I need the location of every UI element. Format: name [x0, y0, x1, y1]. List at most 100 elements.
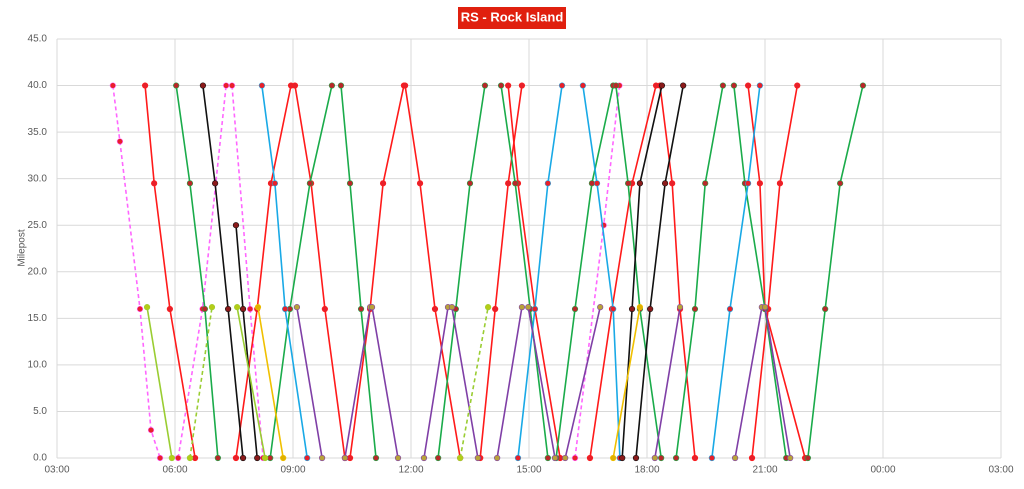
train-marker	[730, 82, 738, 89]
x-tick-label: 03:00	[988, 465, 1013, 476]
train-line	[582, 85, 621, 459]
train-marker	[291, 82, 299, 89]
train-line	[555, 85, 614, 459]
train-marker	[761, 304, 769, 311]
train-marker	[147, 426, 155, 434]
train-marker	[531, 305, 539, 313]
y-tick-label: 25.0	[28, 220, 48, 231]
train-line	[675, 85, 724, 459]
train-marker	[143, 304, 151, 311]
train-marker	[394, 454, 402, 462]
train-marker	[558, 82, 566, 89]
train-marker	[175, 454, 182, 462]
train-marker	[691, 454, 699, 462]
train-marker	[225, 305, 232, 313]
train-line	[733, 85, 787, 459]
train-marker	[859, 82, 867, 89]
train-marker	[518, 82, 526, 89]
train-line	[659, 85, 696, 459]
train-line	[144, 85, 196, 459]
y-tick-label: 30.0	[28, 173, 48, 184]
train-marker	[610, 305, 617, 313]
train-marker	[505, 180, 512, 187]
train-marker	[212, 180, 219, 187]
train-marker	[239, 454, 247, 462]
train-line	[269, 85, 333, 459]
train-line	[615, 85, 662, 459]
y-tick-label: 5.0	[33, 406, 47, 417]
train-marker	[337, 82, 345, 89]
train-marker	[379, 180, 387, 187]
train-marker	[191, 454, 199, 462]
train-marker	[484, 304, 492, 311]
train-line	[202, 85, 244, 459]
train-marker	[822, 305, 829, 313]
train-marker	[610, 454, 617, 462]
train-marker	[518, 304, 526, 311]
train-marker	[776, 180, 784, 187]
train-marker	[420, 454, 428, 462]
x-tick-label: 03:00	[44, 465, 69, 476]
train-marker	[258, 82, 266, 89]
train-marker	[416, 180, 424, 187]
train-marker	[636, 180, 644, 187]
y-axis-label: Milepost	[17, 229, 28, 266]
train-marker	[632, 454, 640, 462]
train-marker	[346, 180, 354, 187]
train-marker	[234, 304, 241, 311]
train-marker	[232, 222, 240, 229]
train-marker	[402, 82, 409, 89]
train-line	[189, 307, 213, 459]
train-marker	[346, 454, 354, 462]
train-marker	[658, 454, 665, 462]
train-line	[479, 85, 523, 459]
train-marker	[474, 454, 481, 462]
train-line	[236, 307, 266, 459]
x-tick-label: 18:00	[634, 465, 659, 476]
train-marker	[794, 82, 801, 89]
train-line	[344, 307, 371, 459]
title-box	[458, 7, 566, 29]
chart-title: RS - Rock Island	[461, 9, 564, 24]
train-marker	[368, 304, 376, 311]
train-marker	[756, 82, 763, 89]
train-marker	[612, 82, 620, 89]
train-marker	[357, 305, 365, 313]
train-marker	[562, 454, 569, 462]
train-marker	[481, 82, 489, 89]
train-marker	[223, 82, 230, 89]
train-marker	[593, 180, 601, 187]
train-marker	[588, 180, 596, 187]
train-line	[500, 85, 549, 459]
train-line	[294, 85, 346, 459]
train-marker	[282, 305, 289, 313]
train-marker	[208, 304, 216, 311]
train-marker	[466, 180, 474, 187]
y-tick-label: 40.0	[28, 80, 48, 91]
train-line	[807, 85, 864, 459]
train-marker	[142, 82, 149, 89]
train-marker	[628, 305, 636, 313]
y-tick-label: 0.0	[33, 453, 47, 464]
train-marker	[680, 82, 687, 89]
train-line	[451, 307, 479, 459]
train-marker	[586, 454, 594, 462]
train-marker	[166, 305, 173, 313]
train-marker	[658, 82, 666, 89]
train-marker	[787, 454, 794, 462]
train-marker	[293, 304, 301, 311]
train-marker	[544, 454, 551, 462]
y-tick-label: 45.0	[28, 34, 48, 45]
train-marker	[109, 82, 116, 89]
train-marker	[744, 180, 752, 187]
train-marker	[732, 454, 739, 462]
train-marker	[267, 454, 274, 462]
train-line	[371, 307, 399, 459]
train-marker	[544, 180, 551, 187]
x-tick-label: 06:00	[162, 465, 187, 476]
train-marker	[341, 454, 349, 462]
train-line	[654, 307, 681, 459]
train-marker	[232, 454, 240, 462]
